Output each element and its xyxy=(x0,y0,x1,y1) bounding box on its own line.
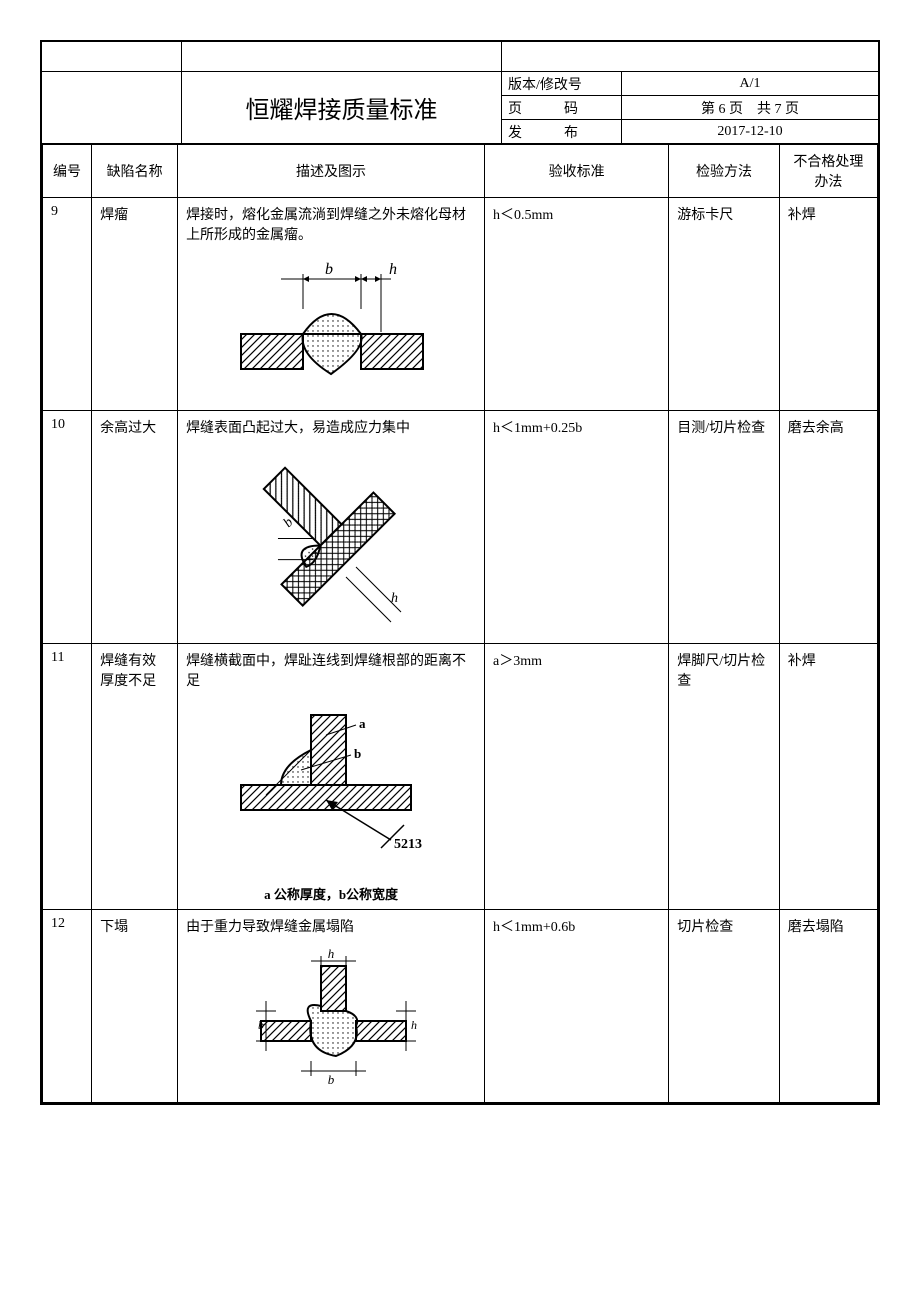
dim-b-bottom: b xyxy=(328,1072,335,1087)
diagram-caption: a 公称厚度，b公称宽度 xyxy=(186,884,476,903)
dim-h: h xyxy=(389,261,397,278)
meta-issue-label: 发 布 xyxy=(502,120,622,143)
cell-description: 焊缝表面凸起过大，易造成应力集中 b h xyxy=(178,411,485,644)
meta-version-label: 版本/修改号 xyxy=(502,72,622,95)
cell-no: 9 xyxy=(43,198,92,411)
table-row: 10余高过大焊缝表面凸起过大，易造成应力集中 b h h＜1mm+0.25b目测… xyxy=(43,411,878,644)
overlap-diagram: b h xyxy=(231,254,431,404)
diagram-wrap: b h xyxy=(186,254,476,404)
col-name-header: 缺陷名称 xyxy=(92,145,178,198)
desc-text: 焊接时，熔化金属流淌到焊缝之外未熔化母材上所形成的金属瘤。 xyxy=(186,204,476,244)
cell-handling: 补焊 xyxy=(779,198,877,411)
defects-table: 编号 缺陷名称 描述及图示 验收标准 检验方法 不合格处理办法 9焊瘤焊接时，熔… xyxy=(42,144,878,1103)
dim-b: b xyxy=(354,746,361,761)
header-empty-left xyxy=(42,42,182,144)
cell-description: 焊接时，熔化金属流淌到焊缝之外未熔化母材上所形成的金属瘤。 b h xyxy=(178,198,485,411)
cell-acceptance: h＜1mm+0.25b xyxy=(485,411,669,644)
table-row: 9焊瘤焊接时，熔化金属流淌到焊缝之外未熔化母材上所形成的金属瘤。 b h h＜0… xyxy=(43,198,878,411)
table-header-row: 编号 缺陷名称 描述及图示 验收标准 检验方法 不合格处理办法 xyxy=(43,145,878,198)
meta-page-label: 页 码 xyxy=(502,96,622,119)
meta-table: 版本/修改号 A/1 页 码 第 6 页 共 7 页 发 布 2017-12-1… xyxy=(502,42,878,144)
meta-version-value: A/1 xyxy=(622,72,878,95)
cell-defect-name: 余高过大 xyxy=(92,411,178,644)
document-page: 恒耀焊接质量标准 版本/修改号 A/1 页 码 第 6 页 共 7 页 发 布 … xyxy=(40,40,880,1105)
cell-no: 10 xyxy=(43,411,92,644)
cell-defect-name: 焊瘤 xyxy=(92,198,178,411)
header-right: 恒耀焊接质量标准 版本/修改号 A/1 页 码 第 6 页 共 7 页 发 布 … xyxy=(182,42,878,144)
cell-no: 11 xyxy=(43,644,92,910)
cell-acceptance: h＜1mm+0.6b xyxy=(485,910,669,1103)
cell-method: 焊脚尺/切片检查 xyxy=(669,644,780,910)
dim-b: b xyxy=(325,261,333,278)
doc-title: 恒耀焊接质量标准 xyxy=(182,72,502,144)
col-handle-header: 不合格处理办法 xyxy=(779,145,877,198)
dim-a: a xyxy=(359,716,366,731)
meta-page-value: 第 6 页 共 7 页 xyxy=(622,96,878,119)
table-row: 11焊缝有效厚度不足焊缝横截面中，焊趾连线到焊缝根部的距离不足 a b 5213… xyxy=(43,644,878,910)
cell-method: 游标卡尺 xyxy=(669,198,780,411)
excess-diagram: b h xyxy=(236,447,426,637)
meta-issue-value: 2017-12-10 xyxy=(622,120,878,143)
table-row: 12下塌由于重力导致焊缝金属塌陷 h b h b h＜1mm+0.6b切片检查磨… xyxy=(43,910,878,1103)
dim-h: h xyxy=(391,591,398,606)
cell-acceptance: a＞3mm xyxy=(485,644,669,910)
cell-defect-name: 焊缝有效厚度不足 xyxy=(92,644,178,910)
dim-h-top: h xyxy=(328,946,335,961)
cell-handling: 磨去余高 xyxy=(779,411,877,644)
dim-h-right: h xyxy=(411,1018,417,1032)
cell-method: 目测/切片检查 xyxy=(669,411,780,644)
sag-diagram: h b h b xyxy=(231,946,431,1096)
throat-diagram: a b 5213 xyxy=(226,700,436,880)
desc-text: 焊缝横截面中，焊趾连线到焊缝根部的距离不足 xyxy=(186,650,476,690)
diagram-wrap: h b h b xyxy=(186,946,476,1096)
header-block: 恒耀焊接质量标准 版本/修改号 A/1 页 码 第 6 页 共 7 页 发 布 … xyxy=(42,42,878,144)
cell-description: 焊缝横截面中，焊趾连线到焊缝根部的距离不足 a b 5213 a 公称厚度，b公… xyxy=(178,644,485,910)
desc-text: 由于重力导致焊缝金属塌陷 xyxy=(186,916,476,936)
cell-handling: 磨去塌陷 xyxy=(779,910,877,1103)
cell-defect-name: 下塌 xyxy=(92,910,178,1103)
cell-description: 由于重力导致焊缝金属塌陷 h b h b xyxy=(178,910,485,1103)
dim-b-left: b xyxy=(258,1018,264,1032)
col-method-header: 检验方法 xyxy=(669,145,780,198)
cell-method: 切片检查 xyxy=(669,910,780,1103)
code-label: 5213 xyxy=(394,837,422,852)
diagram-wrap: b h xyxy=(186,447,476,637)
desc-text: 焊缝表面凸起过大，易造成应力集中 xyxy=(186,417,476,437)
cell-no: 12 xyxy=(43,910,92,1103)
diagram-wrap: a b 5213 xyxy=(186,700,476,880)
col-desc-header: 描述及图示 xyxy=(178,145,485,198)
cell-acceptance: h＜0.5mm xyxy=(485,198,669,411)
cell-handling: 补焊 xyxy=(779,644,877,910)
col-no-header: 编号 xyxy=(43,145,92,198)
col-accept-header: 验收标准 xyxy=(485,145,669,198)
